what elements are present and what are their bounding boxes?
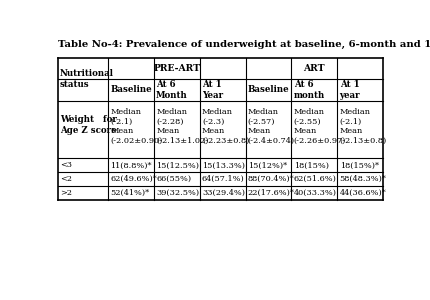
Text: 15(12.5%): 15(12.5%): [156, 161, 199, 169]
Text: Median
(-2.1)
Mean
(-2.02±0.90): Median (-2.1) Mean (-2.02±0.90): [110, 108, 163, 145]
Text: PRE-ART: PRE-ART: [153, 64, 200, 73]
Text: 33(29.4%): 33(29.4%): [202, 189, 245, 197]
Text: 62(49.6%)*: 62(49.6%)*: [110, 175, 157, 183]
Text: At 1
Year: At 1 Year: [202, 80, 223, 100]
Text: Table No-4: Prevalence of underweight at baseline, 6-month and 1year in both gro: Table No-4: Prevalence of underweight at…: [58, 40, 430, 49]
Text: 11(8.8%)*: 11(8.8%)*: [110, 161, 152, 169]
Text: At 6
month: At 6 month: [294, 80, 325, 100]
Text: 64(57.1%): 64(57.1%): [202, 175, 245, 183]
Text: 40(33.3%): 40(33.3%): [294, 189, 337, 197]
Text: <2: <2: [60, 175, 72, 183]
Text: 44(36.6%)*: 44(36.6%)*: [340, 189, 386, 197]
Text: At 6
Month: At 6 Month: [156, 80, 188, 100]
Text: 15(12%)*: 15(12%)*: [248, 161, 287, 169]
Text: At 1
year: At 1 year: [340, 80, 360, 100]
Text: Nutritional
status: Nutritional status: [60, 69, 114, 89]
Text: 58(48.3%)*: 58(48.3%)*: [340, 175, 387, 183]
Text: ART: ART: [304, 64, 325, 73]
Text: 62(51.6%): 62(51.6%): [294, 175, 337, 183]
Text: 88(70.4%)*: 88(70.4%)*: [248, 175, 295, 183]
Text: 18(15%)*: 18(15%)*: [340, 161, 378, 169]
Text: Median
(-2.1)
Mean
(-2.13±0.8): Median (-2.1) Mean (-2.13±0.8): [340, 108, 387, 145]
Text: >2: >2: [60, 189, 72, 197]
Text: Baseline: Baseline: [110, 85, 152, 94]
Text: Median
(-2.3)
Mean
(-2.23±0.8): Median (-2.3) Mean (-2.23±0.8): [202, 108, 249, 145]
Text: Baseline: Baseline: [248, 85, 289, 94]
Text: Median
(-2.28)
Mean
(-2.13±1.02): Median (-2.28) Mean (-2.13±1.02): [156, 108, 209, 145]
Text: Median
(-2.57)
Mean
(-2.4±0.74): Median (-2.57) Mean (-2.4±0.74): [248, 108, 295, 145]
Text: 66(55%): 66(55%): [156, 175, 191, 183]
Text: 52(41%)*: 52(41%)*: [110, 189, 149, 197]
Text: Median
(-2.55)
Mean
(-2.26±0.97): Median (-2.55) Mean (-2.26±0.97): [294, 108, 346, 145]
Text: 22(17.6%)*: 22(17.6%)*: [248, 189, 295, 197]
Text: 15(13.3%): 15(13.3%): [202, 161, 245, 169]
Text: 39(32.5%): 39(32.5%): [156, 189, 199, 197]
Text: Weight   for
Age Z score: Weight for Age Z score: [60, 115, 117, 135]
Text: <3: <3: [60, 161, 72, 169]
Text: 18(15%): 18(15%): [294, 161, 329, 169]
